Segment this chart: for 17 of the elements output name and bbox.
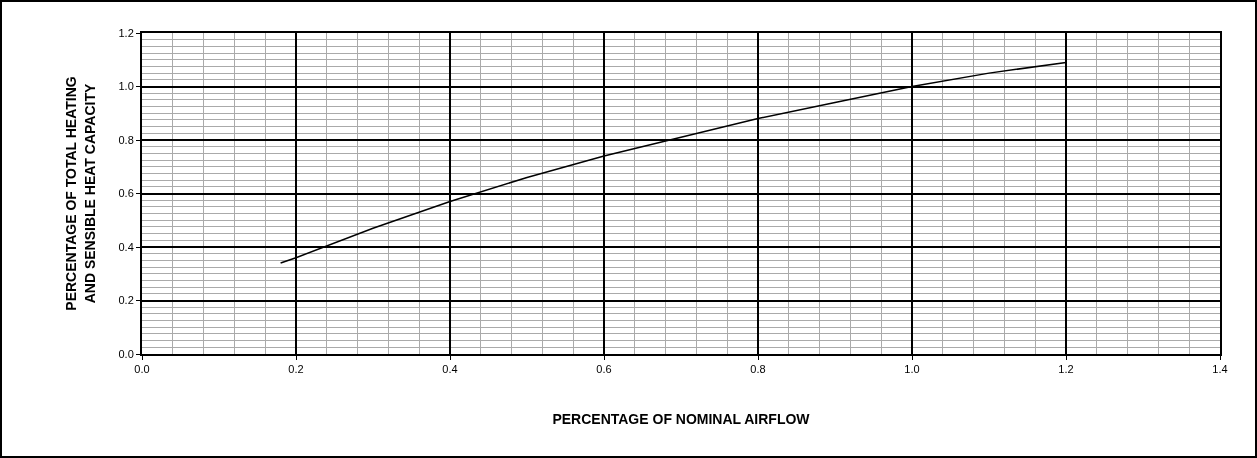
- x-tick-label: 1.2: [1058, 363, 1074, 376]
- x-tick-label: 0.2: [288, 363, 304, 376]
- x-tick-label: 0.6: [596, 363, 612, 376]
- text: 0.0: [134, 363, 150, 376]
- text: 1.0: [904, 363, 920, 376]
- y-tick-label: 0.2: [118, 294, 134, 307]
- x-tick-label: 0.8: [750, 363, 766, 376]
- text: 1.0: [118, 80, 134, 93]
- x-tick-label: 0.4: [442, 363, 458, 376]
- y-axis-title: PERCENTAGE OF TOTAL HEATING AND SENSIBLE HEAT CAPACITY: [63, 76, 98, 311]
- y-tick-label: 0.8: [118, 133, 134, 146]
- x-axis-title: PERCENTAGE OF NOMINAL AIRFLOW: [552, 411, 811, 427]
- text: 0.0: [118, 347, 134, 360]
- y-tick-label: 0.6: [118, 187, 134, 200]
- y-tick-label: 1.2: [118, 26, 134, 39]
- y-tick-label: 0.4: [118, 240, 134, 253]
- x-tick-label: 1.4: [1212, 363, 1228, 376]
